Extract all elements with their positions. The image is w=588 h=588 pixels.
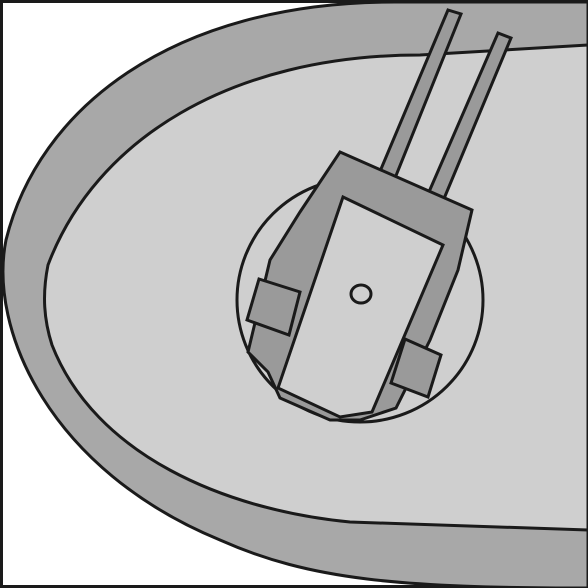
- trunnion-right-icon: [389, 336, 443, 399]
- trunnion-left-icon: [245, 277, 302, 337]
- hatch-icon: [349, 283, 373, 305]
- turret-top-icon: [276, 194, 445, 419]
